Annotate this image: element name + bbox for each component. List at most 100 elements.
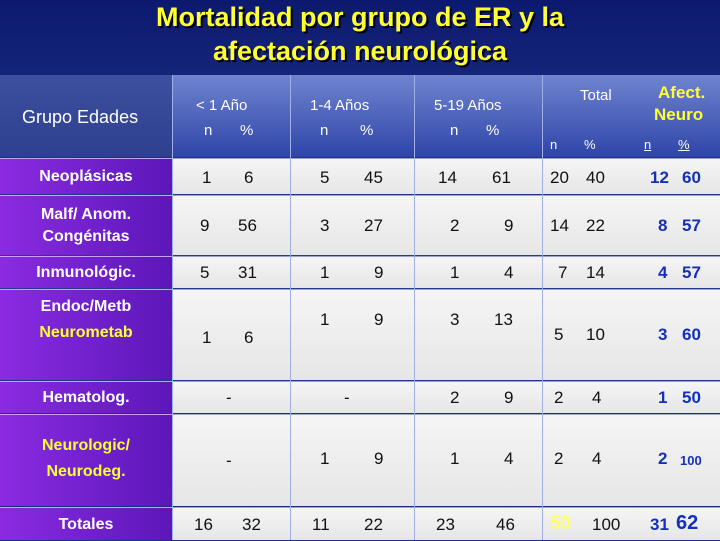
header-row: < 1 Año n % 1-4 Años n % 5-19 Años n % T… xyxy=(172,75,720,157)
col-afect-pct: % xyxy=(678,137,690,152)
table-row: 1 6 5 45 14 61 20 40 12 60 xyxy=(172,158,720,194)
row-label-text-2: Congénitas xyxy=(42,228,130,245)
cell-1-4-n: 11 xyxy=(312,515,330,534)
cell-5-19-pct: 13 xyxy=(494,310,513,329)
column-divider xyxy=(290,75,291,540)
cell-lt1-pct: 6 xyxy=(244,328,254,347)
row-label-malf-congenitas: Malf/ Anom. Congénitas xyxy=(0,195,172,255)
col-afect-n: n xyxy=(644,137,652,152)
cell-afect-pct: 100 xyxy=(680,453,702,468)
cell-lt1-pct: 32 xyxy=(242,515,261,534)
cell-1-4-pct: 9 xyxy=(374,263,384,282)
cell-afect-n: 2 xyxy=(658,449,668,468)
row-label-text: Neoplásicas xyxy=(39,168,133,185)
cell-total-n: 2 xyxy=(554,449,564,468)
col-lt1-label: < 1 Año xyxy=(196,97,248,114)
cell-afect-pct: 62 xyxy=(676,512,699,534)
row-label-neurologic: Neurologic/ Neurodeg. xyxy=(0,414,172,506)
slide-title: Mortalidad por grupo de ER y la afectaci… xyxy=(0,0,720,75)
cell-1-4-pct: 9 xyxy=(374,449,384,468)
row-label-text: Inmunológic. xyxy=(36,264,136,281)
cell-1-4-n: 5 xyxy=(320,168,330,187)
table-row: 9 56 3 27 2 9 14 22 8 57 xyxy=(172,195,720,255)
cell-5-19-pct: 9 xyxy=(504,216,514,235)
cell-5-19-n: 1 xyxy=(450,449,460,468)
cell-total-n: 7 xyxy=(558,263,568,282)
cell-lt1-n: 1 xyxy=(202,328,212,347)
cell-total-pct: 22 xyxy=(586,216,605,235)
cell-lt1-pct: 6 xyxy=(244,168,254,187)
cell-5-19-pct: 61 xyxy=(492,168,511,187)
cell-5-19-n: 2 xyxy=(450,216,460,235)
col-total-pct: % xyxy=(584,137,596,152)
cell-1-4-n: 1 xyxy=(320,449,330,468)
cell-total-n: 50 xyxy=(550,513,572,534)
col-5-19-label: 5-19 Años xyxy=(434,97,502,114)
cell-5-19-pct: 4 xyxy=(504,449,514,468)
col-total-n: n xyxy=(550,137,558,152)
cell-afect-pct: 57 xyxy=(682,216,701,235)
column-divider xyxy=(414,75,415,540)
title-line-2: afectación neurológica xyxy=(212,36,508,66)
cell-afect-pct: 50 xyxy=(682,388,701,407)
cell-afect-n: 3 xyxy=(658,325,668,344)
cell-1-4-pct: 45 xyxy=(364,168,383,187)
cell-1-4-n: 1 xyxy=(320,263,330,282)
title-line-1: Mortalidad por grupo de ER y la xyxy=(155,2,565,32)
cell-afect-pct: 57 xyxy=(682,263,701,282)
col-5-19-pct: % xyxy=(486,122,500,139)
cell-1-4-pct: 27 xyxy=(364,216,383,235)
header-group-cell: Grupo Edades xyxy=(0,75,172,157)
group-edades-label: Grupo Edades xyxy=(22,107,139,127)
cell-lt1-pct: 56 xyxy=(238,216,257,235)
column-divider xyxy=(542,75,543,540)
col-afect-label-2: Neuro xyxy=(654,105,704,124)
table-row-totals: 16 32 11 22 23 46 50 100 31 62 xyxy=(172,507,720,540)
row-label-text: Totales xyxy=(58,516,114,533)
cell-total-pct: 4 xyxy=(592,388,602,407)
cell-afect-n: 8 xyxy=(658,216,668,235)
table-row: - - 2 9 2 4 1 50 xyxy=(172,381,720,413)
row-label-endoc-neurometab: Endoc/Metb Neurometab xyxy=(0,289,172,380)
col-1-4-pct: % xyxy=(360,122,374,139)
cell-5-19-pct: 9 xyxy=(504,388,514,407)
row-label-text: Hematolog. xyxy=(42,389,130,406)
cell-total-n: 5 xyxy=(554,325,564,344)
col-lt1-n: n xyxy=(204,122,213,139)
cell-lt1-n: 1 xyxy=(202,168,212,187)
cell-1-4-dash: - xyxy=(344,388,350,407)
cell-afect-n: 31 xyxy=(650,515,669,534)
row-label-text-1: Neurologic/ xyxy=(41,437,130,454)
cell-5-19-n: 2 xyxy=(450,388,460,407)
cell-5-19-n: 3 xyxy=(450,310,460,329)
cell-total-n: 20 xyxy=(550,168,569,187)
cell-lt1-n: 16 xyxy=(194,515,213,534)
cell-1-4-n: 1 xyxy=(320,310,330,329)
cell-lt1-n: 9 xyxy=(200,216,210,235)
cell-lt1-pct: 31 xyxy=(238,263,257,282)
row-label-totales: Totales xyxy=(0,507,172,540)
cell-1-4-n: 3 xyxy=(320,216,330,235)
row-label-text-1: Endoc/Metb xyxy=(40,298,132,315)
cell-total-pct: 14 xyxy=(586,263,605,282)
cell-5-19-pct: 4 xyxy=(504,263,514,282)
table-row: 1 6 1 9 3 13 5 10 3 60 xyxy=(172,289,720,380)
cell-5-19-n: 1 xyxy=(450,263,460,282)
cell-total-n: 2 xyxy=(554,388,564,407)
col-afect-label-1: Afect. xyxy=(658,83,706,102)
row-label-text-1: Malf/ Anom. xyxy=(40,206,132,223)
row-label-inmunologic: Inmunológic. xyxy=(0,256,172,288)
row-label-hematolog: Hematolog. xyxy=(0,381,172,413)
row-label-neoplasicas: Neoplásicas xyxy=(0,158,172,194)
col-5-19-n: n xyxy=(450,122,459,139)
cell-5-19-pct: 46 xyxy=(496,515,515,534)
cell-total-pct: 10 xyxy=(586,325,605,344)
cell-5-19-n: 14 xyxy=(438,168,457,187)
table-row: - 1 9 1 4 2 4 2 100 xyxy=(172,414,720,506)
cell-total-pct: 100 xyxy=(592,515,621,534)
col-1-4-label: 1-4 Años xyxy=(310,97,370,114)
cell-1-4-pct: 9 xyxy=(374,310,384,329)
row-label-text-2: Neurometab xyxy=(39,324,133,341)
row-label-text-2: Neurodeg. xyxy=(46,463,126,480)
column-divider xyxy=(172,75,173,540)
